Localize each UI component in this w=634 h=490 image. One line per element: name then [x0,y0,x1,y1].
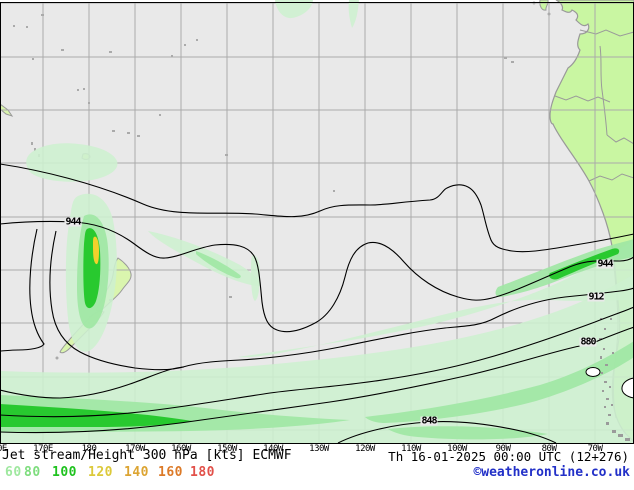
x-tick-label: 90W [495,444,511,454]
patagonia-coast-speckles [599,318,630,441]
map-area [0,0,634,447]
x-tick-label: 160W [171,444,191,454]
lakes [585,367,634,399]
valid-time: Th 16-01-2025 00:00 UTC (12+276) [388,449,629,464]
contour-label-944-east: 944 [596,258,614,270]
contour-label-880: 880 [579,336,597,348]
x-tick-label: 150W [217,444,237,454]
legend-value-180: 180 [190,465,215,480]
weatheronline-copyright-link[interactable]: ©weatheronline.co.uk [473,465,630,480]
legend-value-120: 120 [88,465,113,480]
x-tick-label: 120W [355,444,375,454]
legend-value-80: 80 [24,465,41,480]
jet-shading-120kt [93,236,99,265]
x-tick-label: 130W [309,444,329,454]
x-tick-label: 70W [587,444,603,454]
weather-map-canvas [0,0,634,447]
x-tick-label: 180 [81,444,97,454]
x-tick-label: 110W [401,444,421,454]
x-tick-label: 170E [33,444,53,454]
legend-value-100: 100 [52,465,77,480]
x-tick-label: 160E [0,444,7,454]
product-title: Jet stream/Height 300 hPa [kts] ECMWF [2,448,292,463]
x-tick-label: 170W [125,444,145,454]
x-tick-label: 100W [447,444,467,454]
legend-value-140: 140 [124,465,149,480]
contour-label-944-west: 944 [64,216,82,228]
legend-value-60: 60 [5,465,22,480]
wind-speed-legend: 60 80 100 120 140 160 180 ©weatheronline… [0,463,634,483]
x-tick-label: 80W [541,444,557,454]
contour-label-848: 848 [420,415,438,427]
contour-label-912: 912 [587,291,605,303]
legend-value-160: 160 [158,465,183,480]
height-contours [0,163,634,444]
x-tick-label: 140W [263,444,283,454]
